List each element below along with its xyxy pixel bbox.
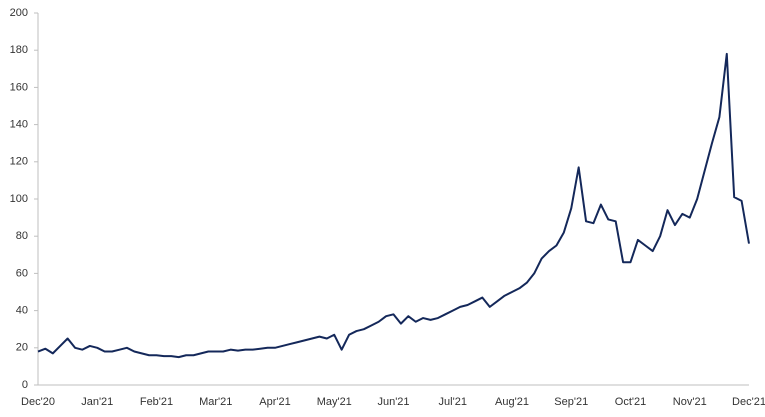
y-tick-label: 200 xyxy=(10,7,28,19)
x-tick-label: Dec'20 xyxy=(21,396,55,408)
x-tick-label: Aug'21 xyxy=(495,396,529,408)
x-tick-label: Mar'21 xyxy=(199,396,232,408)
x-tick-label: Nov'21 xyxy=(673,396,707,408)
x-tick-label: Feb'21 xyxy=(140,396,173,408)
x-tick-label: Apr'21 xyxy=(259,396,290,408)
y-tick-label: 40 xyxy=(16,305,28,317)
y-tick-label: 20 xyxy=(16,342,28,354)
y-tick-label: 180 xyxy=(10,44,28,56)
y-tick-label: 160 xyxy=(10,81,28,93)
y-tick-label: 140 xyxy=(10,119,28,131)
x-tick-label: Dec'21 xyxy=(732,396,765,408)
x-tick-label: Oct'21 xyxy=(615,396,646,408)
x-tick-label: May'21 xyxy=(317,396,352,408)
x-tick-label: Jul'21 xyxy=(439,396,467,408)
y-tick-label: 100 xyxy=(10,193,28,205)
y-tick-label: 60 xyxy=(16,267,28,279)
data-line xyxy=(37,52,750,359)
y-tick-label: 120 xyxy=(10,156,28,168)
y-tick-label: 80 xyxy=(16,230,28,242)
x-tick-label: Jun'21 xyxy=(377,396,409,408)
y-tick-label: 0 xyxy=(22,379,28,391)
x-tick-label: Jan'21 xyxy=(81,396,113,408)
x-tick-label: Sep'21 xyxy=(554,396,588,408)
